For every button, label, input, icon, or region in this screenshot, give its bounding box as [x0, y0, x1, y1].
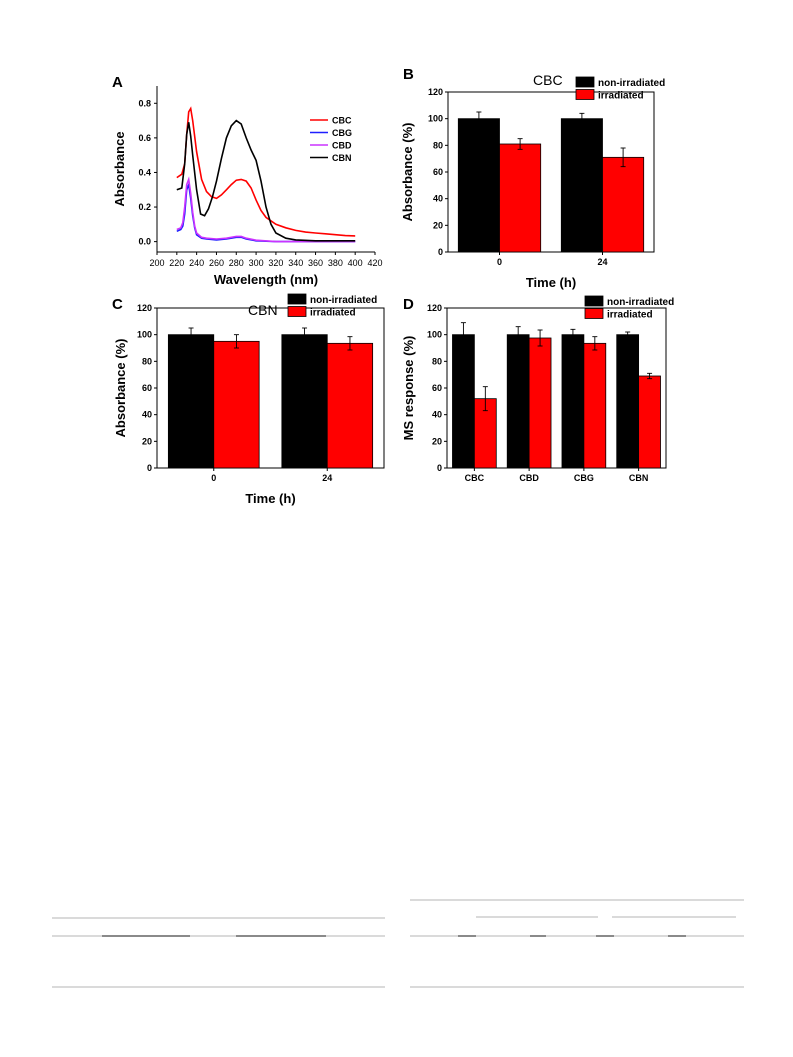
legend-label-cbn: CBN [332, 153, 352, 163]
y-tick-label: 120 [137, 303, 152, 313]
y-tick-label: 0.0 [138, 237, 151, 247]
y-tick-label: 0.6 [138, 133, 151, 143]
legend-label-irradiated: irradiated [607, 310, 653, 321]
y-tick-label: 40 [142, 410, 152, 420]
legend-swatch-irradiated [575, 89, 595, 100]
series-line-cbn [176, 119, 356, 242]
x-tick-label: CBG [574, 473, 594, 483]
x-tick-label: 200 [149, 258, 164, 268]
legend-swatch-non-irradiated [575, 76, 595, 88]
x-tick-label: 340 [288, 258, 303, 268]
y-axis-label: Absorbance (%) [113, 339, 128, 438]
y-tick-label: 100 [428, 114, 443, 124]
x-tick-label: 24 [597, 257, 607, 267]
legend-label-non-irradiated: non-irradiated [598, 78, 665, 89]
legend-label-non-irradiated: non-irradiated [607, 297, 674, 308]
y-tick-label: 20 [142, 436, 152, 446]
panel-letter-b: B [403, 66, 414, 83]
x-tick-label: 0 [497, 257, 502, 267]
x-tick-label: 240 [189, 258, 204, 268]
x-axis-label: Wavelength (nm) [214, 272, 318, 287]
legend-label-irradiated: irradiated [598, 91, 644, 102]
y-tick-label: 120 [427, 303, 442, 313]
y-tick-label: 60 [433, 167, 443, 177]
y-tick-label: 0 [437, 463, 442, 473]
y-tick-label: 20 [433, 220, 443, 230]
x-axis-label: Time (h) [526, 275, 576, 290]
legend-swatch-non-irradiated [584, 295, 604, 307]
x-tick-label: 380 [328, 258, 343, 268]
y-tick-label: 80 [432, 356, 442, 366]
bar-irradiated-0 [499, 143, 542, 253]
y-axis-label: Absorbance [112, 131, 127, 206]
y-tick-label: 60 [142, 383, 152, 393]
x-tick-label: 260 [209, 258, 224, 268]
y-tick-label: 0 [147, 463, 152, 473]
bar-irradiated-24 [326, 342, 374, 469]
legend-swatch-non-irradiated [287, 293, 307, 305]
y-tick-label: 0.2 [138, 202, 151, 212]
y-tick-label: 120 [428, 87, 443, 97]
x-tick-label: CBN [629, 473, 649, 483]
y-tick-label: 40 [433, 194, 443, 204]
x-tick-label: 420 [367, 258, 382, 268]
y-tick-label: 100 [137, 330, 152, 340]
y-tick-label: 100 [427, 330, 442, 340]
legend-label-cbg: CBG [332, 128, 352, 138]
bar-irradiated-24 [602, 156, 645, 253]
x-tick-label: 0 [211, 473, 216, 483]
chart-title: CBC [533, 72, 563, 88]
x-tick-label: 320 [268, 258, 283, 268]
y-axis-label: MS response (%) [401, 336, 416, 441]
series-line-cbd [176, 176, 356, 243]
x-tick-label: 220 [169, 258, 184, 268]
legend-label-cbc: CBC [332, 116, 352, 126]
y-tick-label: 60 [432, 383, 442, 393]
y-tick-label: 0.8 [138, 98, 151, 108]
bar-non-irradiated-0 [457, 118, 500, 253]
legend-label-cbd: CBD [332, 141, 352, 151]
y-tick-label: 80 [433, 140, 443, 150]
x-tick-label: CBD [519, 473, 539, 483]
y-tick-label: 40 [432, 410, 442, 420]
bar-non-irradiated-0 [167, 334, 215, 469]
legend-swatch-irradiated [287, 306, 307, 317]
panel-letter-a: A [112, 74, 123, 91]
legend-label-irradiated: irradiated [310, 308, 356, 319]
x-axis-label: Time (h) [245, 491, 295, 506]
x-tick-label: 360 [308, 258, 323, 268]
y-tick-label: 0.4 [138, 167, 151, 177]
legend-label-non-irradiated: non-irradiated [310, 295, 377, 306]
chart-title: CBN [248, 302, 278, 318]
bar-non-irradiated-24 [281, 334, 328, 469]
panel-letter-d: D [403, 296, 414, 313]
x-tick-label: 400 [348, 258, 363, 268]
y-axis-label: Absorbance (%) [400, 123, 415, 222]
legend-swatch-irradiated [584, 308, 604, 319]
x-tick-label: CBC [465, 473, 485, 483]
y-tick-label: 80 [142, 356, 152, 366]
series-line-cbc [176, 106, 356, 237]
y-tick-label: 0 [438, 247, 443, 257]
x-tick-label: 24 [322, 473, 332, 483]
y-tick-label: 20 [432, 436, 442, 446]
x-tick-label: 300 [249, 258, 264, 268]
panel-letter-c: C [112, 296, 123, 313]
x-tick-label: 280 [229, 258, 244, 268]
bar-irradiated-0 [213, 340, 260, 469]
